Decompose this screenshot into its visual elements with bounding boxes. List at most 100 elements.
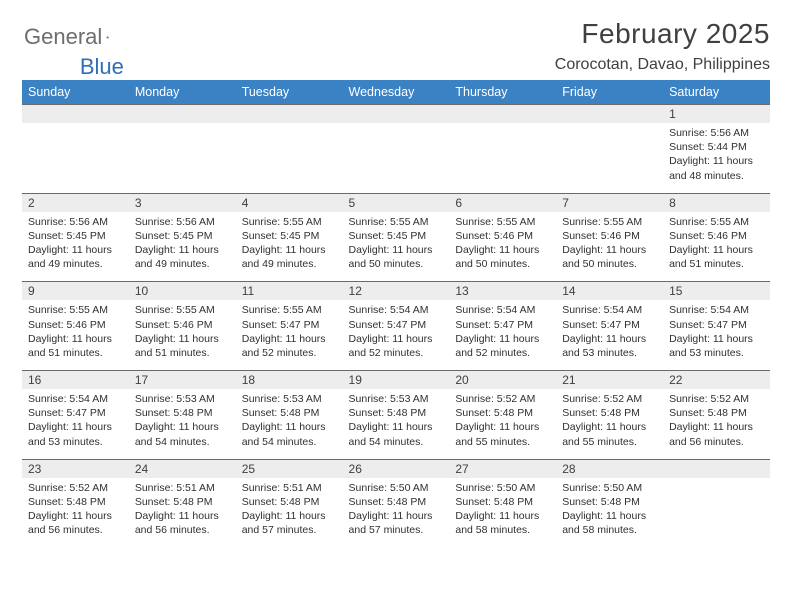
- day-details: Sunrise: 5:51 AMSunset: 5:48 PMDaylight:…: [129, 478, 236, 548]
- detail-line: Sunset: 5:47 PM: [242, 318, 337, 332]
- detail-row: Sunrise: 5:55 AMSunset: 5:46 PMDaylight:…: [22, 300, 770, 370]
- detail-line: Sunrise: 5:55 AM: [349, 215, 444, 229]
- detail-line: Sunrise: 5:55 AM: [242, 303, 337, 317]
- day-details-empty: [343, 123, 450, 193]
- detail-line: and 54 minutes.: [242, 435, 337, 449]
- day-details: Sunrise: 5:55 AMSunset: 5:46 PMDaylight:…: [556, 212, 663, 282]
- detail-line: and 53 minutes.: [28, 435, 123, 449]
- detail-line: Sunset: 5:48 PM: [669, 406, 764, 420]
- detail-line: Daylight: 11 hours: [349, 509, 444, 523]
- day-number-empty: [343, 105, 450, 124]
- detail-line: Sunrise: 5:51 AM: [242, 481, 337, 495]
- detail-line: Daylight: 11 hours: [455, 509, 550, 523]
- detail-line: Sunset: 5:44 PM: [669, 140, 764, 154]
- detail-line: Daylight: 11 hours: [135, 243, 230, 257]
- day-details: Sunrise: 5:50 AMSunset: 5:48 PMDaylight:…: [343, 478, 450, 548]
- day-details: Sunrise: 5:50 AMSunset: 5:48 PMDaylight:…: [556, 478, 663, 548]
- day-number: 11: [236, 282, 343, 301]
- day-details: Sunrise: 5:52 AMSunset: 5:48 PMDaylight:…: [449, 389, 556, 459]
- detail-line: Daylight: 11 hours: [349, 332, 444, 346]
- day-number: 27: [449, 459, 556, 478]
- detail-line: Sunrise: 5:55 AM: [669, 215, 764, 229]
- detail-line: and 50 minutes.: [349, 257, 444, 271]
- detail-line: Sunset: 5:45 PM: [28, 229, 123, 243]
- day-details: Sunrise: 5:55 AMSunset: 5:45 PMDaylight:…: [343, 212, 450, 282]
- day-details-empty: [449, 123, 556, 193]
- detail-line: Sunrise: 5:50 AM: [562, 481, 657, 495]
- day-number: 6: [449, 193, 556, 212]
- detail-line: and 53 minutes.: [669, 346, 764, 360]
- detail-row: Sunrise: 5:56 AMSunset: 5:45 PMDaylight:…: [22, 212, 770, 282]
- day-number-empty: [663, 459, 770, 478]
- day-details: Sunrise: 5:51 AMSunset: 5:48 PMDaylight:…: [236, 478, 343, 548]
- dow-cell: Sunday: [22, 80, 129, 105]
- detail-line: Daylight: 11 hours: [349, 243, 444, 257]
- day-number: 24: [129, 459, 236, 478]
- detail-line: Sunset: 5:45 PM: [135, 229, 230, 243]
- logo-word-1: General: [24, 24, 102, 50]
- day-details: Sunrise: 5:54 AMSunset: 5:47 PMDaylight:…: [663, 300, 770, 370]
- detail-line: Daylight: 11 hours: [349, 420, 444, 434]
- detail-line: Sunset: 5:48 PM: [455, 406, 550, 420]
- day-number-empty: [556, 105, 663, 124]
- month-title: February 2025: [581, 18, 770, 50]
- detail-line: Sunrise: 5:54 AM: [455, 303, 550, 317]
- detail-line: and 53 minutes.: [562, 346, 657, 360]
- detail-line: Daylight: 11 hours: [455, 243, 550, 257]
- detail-line: Sunrise: 5:54 AM: [28, 392, 123, 406]
- detail-line: Sunset: 5:46 PM: [669, 229, 764, 243]
- day-number: 4: [236, 193, 343, 212]
- detail-line: Sunset: 5:48 PM: [349, 495, 444, 509]
- day-details: Sunrise: 5:52 AMSunset: 5:48 PMDaylight:…: [663, 389, 770, 459]
- logo-word-2: Blue: [80, 54, 124, 80]
- detail-line: Sunrise: 5:55 AM: [562, 215, 657, 229]
- detail-line: Sunset: 5:47 PM: [28, 406, 123, 420]
- detail-line: and 49 minutes.: [242, 257, 337, 271]
- day-number: 13: [449, 282, 556, 301]
- day-number: 20: [449, 371, 556, 390]
- detail-line: Sunrise: 5:51 AM: [135, 481, 230, 495]
- detail-line: Daylight: 11 hours: [669, 332, 764, 346]
- logo: General: [22, 24, 128, 50]
- detail-line: and 56 minutes.: [669, 435, 764, 449]
- detail-line: and 57 minutes.: [349, 523, 444, 537]
- day-number-empty: [449, 105, 556, 124]
- dow-row: SundayMondayTuesdayWednesdayThursdayFrid…: [22, 80, 770, 105]
- detail-line: Daylight: 11 hours: [28, 332, 123, 346]
- detail-line: and 55 minutes.: [455, 435, 550, 449]
- detail-line: Daylight: 11 hours: [669, 243, 764, 257]
- detail-line: Sunset: 5:47 PM: [349, 318, 444, 332]
- detail-line: Sunset: 5:46 PM: [28, 318, 123, 332]
- detail-line: and 52 minutes.: [455, 346, 550, 360]
- detail-line: and 51 minutes.: [135, 346, 230, 360]
- detail-line: Daylight: 11 hours: [135, 420, 230, 434]
- detail-line: and 49 minutes.: [135, 257, 230, 271]
- day-details: Sunrise: 5:52 AMSunset: 5:48 PMDaylight:…: [556, 389, 663, 459]
- detail-line: and 54 minutes.: [349, 435, 444, 449]
- day-number: 15: [663, 282, 770, 301]
- detail-line: and 50 minutes.: [562, 257, 657, 271]
- detail-line: Sunset: 5:48 PM: [242, 406, 337, 420]
- dow-cell: Saturday: [663, 80, 770, 105]
- detail-line: Sunset: 5:47 PM: [562, 318, 657, 332]
- detail-line: Sunrise: 5:55 AM: [135, 303, 230, 317]
- day-number: 5: [343, 193, 450, 212]
- detail-line: Sunset: 5:47 PM: [455, 318, 550, 332]
- detail-line: Sunset: 5:48 PM: [135, 406, 230, 420]
- detail-line: and 58 minutes.: [455, 523, 550, 537]
- detail-line: Sunset: 5:46 PM: [455, 229, 550, 243]
- day-details: Sunrise: 5:55 AMSunset: 5:46 PMDaylight:…: [449, 212, 556, 282]
- day-number: 16: [22, 371, 129, 390]
- detail-line: Sunrise: 5:52 AM: [669, 392, 764, 406]
- detail-line: Sunrise: 5:52 AM: [28, 481, 123, 495]
- day-number: 28: [556, 459, 663, 478]
- day-number: 19: [343, 371, 450, 390]
- title-block: February 2025: [581, 18, 770, 50]
- detail-line: Daylight: 11 hours: [28, 509, 123, 523]
- detail-line: Sunrise: 5:55 AM: [455, 215, 550, 229]
- day-number-empty: [129, 105, 236, 124]
- detail-line: Sunrise: 5:53 AM: [349, 392, 444, 406]
- detail-line: Sunrise: 5:54 AM: [669, 303, 764, 317]
- detail-line: Daylight: 11 hours: [242, 332, 337, 346]
- day-details: Sunrise: 5:55 AMSunset: 5:45 PMDaylight:…: [236, 212, 343, 282]
